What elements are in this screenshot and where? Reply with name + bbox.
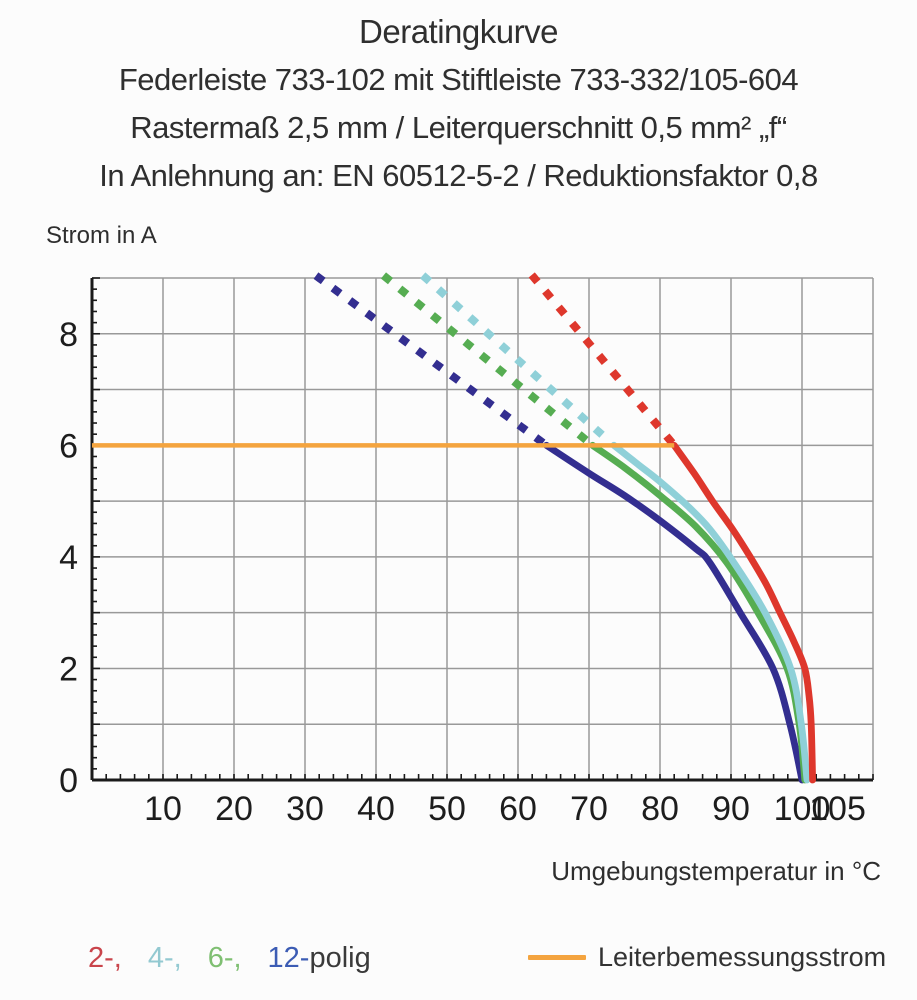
x-tick-label-90: 90 [712,790,750,828]
curve-solid-12-polig [543,441,806,784]
curve-solid-2-polig [670,441,816,784]
chart-subtitle-connectors: Federleiste 733-102 mit Stiftleiste 733-… [118,62,799,97]
x-tick-label-70: 70 [570,790,608,828]
curve-solid-4-polig [610,441,811,784]
y-tick-label-2: 2 [59,650,78,688]
rated-current-label: Leiterbemessungsstrom [598,942,887,972]
curve-dashed-6-polig [380,272,599,451]
x-tick-label-50: 50 [428,790,466,828]
x-tick-label-105: 105 [809,790,866,828]
rated-current-legend: Leiterbemessungsstrom [528,942,886,973]
x-tick-label-80: 80 [641,790,679,828]
chart-subtitle-standard: In Anlehnung an: EN 60512-5-2 / Reduktio… [99,158,818,193]
legend-item-poligpolig-word: polig [309,942,371,974]
curve-dashed-4-polig [420,272,620,451]
chart-title: Deratingkurve [359,13,558,50]
chart-subtitle-spec: Rastermaß 2,5 mm / Leiterquerschnitt 0,5… [130,110,787,145]
x-tick-label-20: 20 [215,790,253,828]
rated-current-line-swatch [528,955,586,960]
x-tick-label-10: 10 [144,790,182,828]
x-tick-label-30: 30 [286,790,324,828]
y-tick-label-4: 4 [59,539,78,577]
x-tick-label-40: 40 [357,790,395,828]
x-axis-title: Umgebungstemperatur in °C [551,856,881,886]
legend-item-4-pole: 4-, [147,942,182,974]
chart-title-block: Deratingkurve Federleiste 733-102 mit St… [0,8,917,200]
legend-item-2-pole: 2-, [88,942,122,974]
y-tick-label-0: 0 [59,762,78,800]
y-tick-label-8: 8 [59,316,78,354]
y-axis-title: Strom in A [46,222,157,249]
legend-item-12-pole: 12- [267,942,310,974]
legend-item-6-pole: 6-, [207,942,242,974]
x-tick-label-100: 100 [774,790,831,828]
curve-dashed-12-polig [313,272,552,451]
y-tick-label-6: 6 [59,427,78,465]
curve-dashed-2-polig [528,272,680,451]
pole-count-legend: 2-, 4-, 6-, 12- polig [88,942,371,975]
x-tick-label-60: 60 [499,790,537,828]
